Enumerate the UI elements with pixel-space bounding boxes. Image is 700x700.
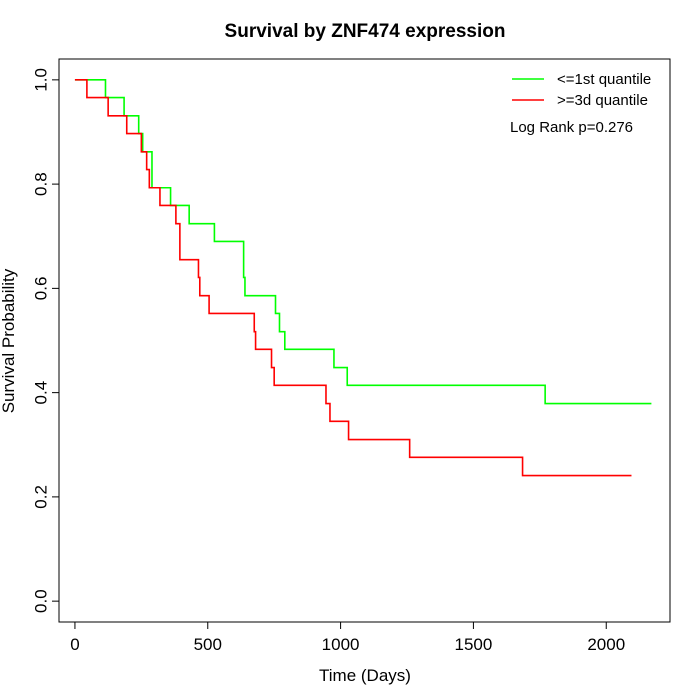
x-tick-label: 2000 (587, 635, 625, 654)
y-axis-label: Survival Probability (0, 268, 18, 413)
legend: <=1st quantile >=3d quantile (512, 71, 651, 109)
log-rank-annotation: Log Rank p=0.276 (510, 119, 633, 136)
y-tick-label: 0.0 (32, 589, 51, 613)
y-tick-label: 1.0 (32, 68, 51, 92)
y-tick-label: 0.4 (32, 381, 51, 405)
y-tick-label: 0.2 (32, 485, 51, 509)
y-tick-label: 0.6 (32, 277, 51, 301)
series-line-1 (74, 79, 632, 477)
legend-label-0: <=1st quantile (557, 71, 651, 88)
x-tick-label: 1500 (455, 635, 493, 654)
legend-label-1: >=3d quantile (557, 92, 648, 109)
x-tick-label: 1000 (322, 635, 360, 654)
y-tick-label: 0.8 (32, 172, 51, 196)
x-tick-label: 500 (194, 635, 222, 654)
chart-title: Survival by ZNF474 expression (225, 21, 506, 42)
y-axis: 0.0 0.2 0.4 0.6 0.8 1.0 (32, 68, 60, 613)
x-axis: 0 500 1000 1500 2000 (70, 621, 625, 654)
series-line-0 (74, 79, 652, 405)
x-axis-label: Time (Days) (319, 666, 411, 685)
series-layer (74, 79, 652, 477)
x-tick-label: 0 (70, 635, 79, 654)
